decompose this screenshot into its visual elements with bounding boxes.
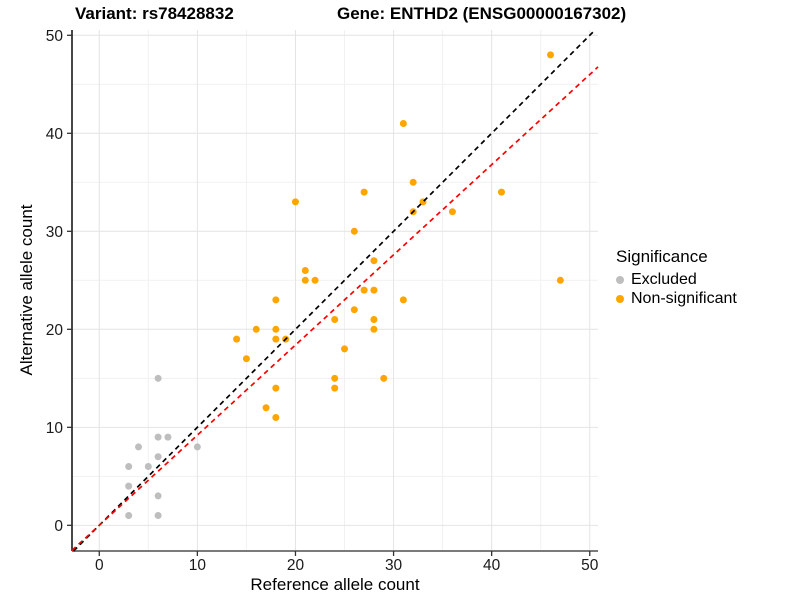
data-point-excluded	[164, 433, 172, 441]
data-point-non-significant	[341, 345, 349, 353]
data-point-non-significant	[242, 355, 250, 363]
x-tick-label: 30	[385, 557, 403, 574]
y-tick-label: 40	[46, 126, 64, 143]
data-point-non-significant	[370, 257, 378, 265]
data-point-non-significant	[262, 404, 270, 412]
data-point-non-significant	[350, 306, 358, 314]
identity-line	[72, 29, 596, 552]
data-point-non-significant	[556, 276, 564, 284]
variant-title: Variant: rs78428832	[75, 4, 234, 23]
data-point-non-significant	[272, 335, 280, 343]
x-axis-title: Reference allele count	[250, 575, 420, 594]
data-point-excluded	[193, 443, 201, 451]
data-point-non-significant	[360, 286, 368, 294]
legend-item-excluded: Excluded	[616, 270, 737, 289]
data-point-non-significant	[350, 227, 358, 235]
data-point-excluded	[125, 512, 133, 520]
data-point-non-significant	[301, 267, 309, 275]
data-point-non-significant	[399, 119, 407, 127]
x-tick-label: 20	[287, 557, 305, 574]
data-point-non-significant	[331, 384, 339, 392]
data-point-excluded	[154, 433, 162, 441]
x-tick-label: 40	[483, 557, 501, 574]
data-point-non-significant	[399, 296, 407, 304]
legend-swatch-icon	[616, 294, 624, 303]
y-tick-label: 0	[54, 518, 63, 535]
x-tick-label: 10	[189, 557, 207, 574]
legend-item-label: Non-significant	[631, 290, 737, 307]
data-point-non-significant	[497, 188, 505, 196]
data-point-non-significant	[547, 51, 555, 59]
data-point-excluded	[154, 374, 162, 382]
data-point-non-significant	[331, 316, 339, 324]
data-point-non-significant	[409, 178, 417, 186]
data-point-non-significant	[272, 384, 280, 392]
expected-ratio-line	[71, 66, 599, 552]
data-point-non-significant	[370, 325, 378, 333]
data-point-excluded	[154, 492, 162, 500]
legend-item-non-significant: Non-significant	[616, 289, 737, 308]
legend-swatch-icon	[616, 275, 624, 284]
y-tick-label: 20	[46, 322, 64, 339]
data-point-non-significant	[380, 374, 388, 382]
data-point-non-significant	[370, 286, 378, 294]
data-point-non-significant	[311, 276, 319, 284]
data-point-non-significant	[448, 208, 456, 216]
data-point-non-significant	[331, 374, 339, 382]
x-tick-label: 50	[581, 557, 599, 574]
data-point-excluded	[125, 463, 133, 471]
legend-title: Significance	[616, 247, 708, 266]
data-point-non-significant	[233, 335, 241, 343]
data-point-non-significant	[252, 325, 260, 333]
legend: Significance Excluded Non-significant	[616, 247, 737, 308]
y-axis-title: Alternative allele count	[17, 204, 36, 376]
gene-title: Gene: ENTHD2 (ENSG00000167302)	[337, 4, 627, 23]
y-tick-label: 50	[46, 28, 64, 45]
data-point-non-significant	[360, 188, 368, 196]
y-tick-label: 30	[46, 224, 64, 241]
data-point-non-significant	[301, 276, 309, 284]
data-point-excluded	[154, 453, 162, 461]
x-tick-label: 0	[95, 557, 104, 574]
data-point-excluded	[135, 443, 143, 451]
data-point-excluded	[125, 482, 133, 490]
data-point-non-significant	[272, 414, 280, 422]
data-point-excluded	[154, 512, 162, 520]
data-point-non-significant	[272, 296, 280, 304]
legend-item-label: Excluded	[631, 271, 697, 288]
data-point-excluded	[144, 463, 152, 471]
data-point-non-significant	[370, 316, 378, 324]
data-point-non-significant	[291, 198, 299, 206]
y-tick-label: 10	[46, 420, 64, 437]
data-point-non-significant	[272, 325, 280, 333]
